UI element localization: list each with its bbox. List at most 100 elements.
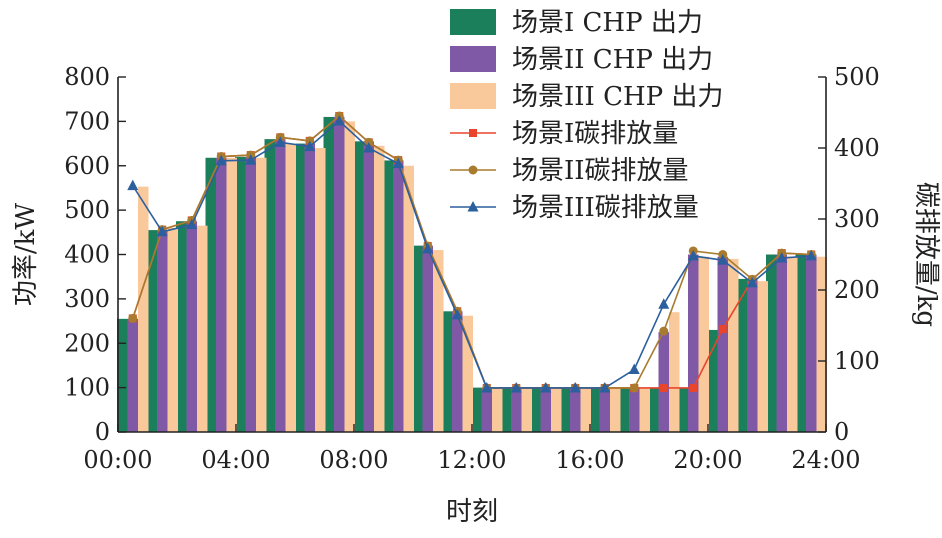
bar-s1-3 (176, 221, 187, 432)
y-axis-title: 功率/kW (11, 203, 41, 307)
bar-s2-6 (275, 139, 286, 432)
y-tick-label-400: 400 (64, 241, 110, 269)
bar-s3-1 (138, 186, 149, 432)
bar-s1-13 (471, 387, 482, 432)
x-tick-label-12: 12:00 (437, 446, 506, 474)
bar-s3-24 (816, 256, 827, 432)
legend-swatch-bar-3 (450, 83, 496, 109)
y2-tick-label-200: 200 (834, 276, 880, 304)
bar-s2-22 (747, 278, 758, 432)
point-s3-18 (628, 363, 640, 375)
bar-s3-3 (197, 225, 208, 432)
y2-tick-label-300: 300 (834, 205, 880, 233)
line-s3 (132, 119, 812, 389)
bar-s3-2 (167, 227, 178, 432)
bar-s1-1 (117, 318, 128, 432)
x-tick-label-0: 00:00 (83, 446, 152, 474)
bar-s1-7 (294, 143, 305, 432)
point-s3-14 (510, 381, 522, 393)
legend-swatch-bar-1 (450, 9, 496, 35)
bar-s1-21 (707, 329, 718, 432)
y-tick-label-200: 200 (64, 329, 110, 357)
y-tick-label-800: 800 (64, 63, 110, 91)
bar-s1-2 (146, 230, 157, 432)
x-tick-label-24: 24:00 (791, 446, 860, 474)
y-tick-label-300: 300 (64, 285, 110, 313)
bar-s2-24 (806, 254, 817, 432)
bar-s2-17 (599, 387, 610, 432)
bar-s1-11 (412, 245, 423, 432)
point-s3-16 (569, 381, 581, 393)
line-marks (127, 111, 817, 393)
bar-s3-21 (728, 258, 739, 432)
point-s1-21 (718, 325, 727, 334)
legend-marker-1 (469, 129, 477, 137)
bar-s3-12 (462, 315, 473, 432)
point-s3-13 (481, 381, 493, 393)
x-axis-title: 时刻 (446, 497, 498, 527)
bar-s3-19 (669, 312, 680, 432)
point-s3-22 (746, 276, 758, 288)
bar-s2-23 (776, 254, 787, 432)
bar-s2-7 (304, 143, 315, 432)
point-s2-1 (128, 313, 138, 323)
bar-s2-14 (511, 387, 522, 432)
y2-tick-label-100: 100 (834, 347, 880, 375)
point-s3-24 (805, 249, 817, 261)
bar-s1-18 (618, 387, 629, 432)
bar-s1-10 (382, 160, 393, 433)
point-s3-3 (186, 218, 198, 230)
bar-s2-8 (334, 116, 345, 432)
point-s3-10 (392, 157, 404, 169)
bar-s3-10 (403, 165, 414, 432)
bar-s1-22 (736, 278, 747, 432)
bar-s1-9 (353, 141, 364, 432)
bar-s3-6 (285, 143, 296, 432)
point-s1-19 (659, 383, 668, 392)
bar-s3-11 (433, 250, 444, 432)
point-s2-19 (659, 326, 669, 336)
bar-s2-4 (216, 157, 227, 432)
bar-s2-12 (452, 311, 463, 432)
bar-s3-13 (492, 387, 503, 432)
point-s3-4 (215, 154, 227, 166)
bar-s2-13 (481, 387, 492, 432)
bar-s1-14 (500, 387, 511, 432)
point-s3-19 (658, 298, 670, 309)
point-s1-20 (689, 383, 698, 392)
point-s3-9 (363, 142, 375, 153)
point-s3-11 (422, 242, 434, 254)
bar-s3-5 (256, 157, 267, 432)
y-tick-label-500: 500 (64, 196, 110, 224)
x-tick-label-4: 04:00 (201, 446, 270, 474)
bar-s3-8 (344, 121, 355, 432)
bar-s1-23 (766, 254, 777, 432)
bar-s1-16 (559, 387, 570, 432)
point-s3-2 (156, 225, 168, 237)
bar-s1-19 (648, 387, 659, 432)
y2-tick-label-0: 0 (834, 418, 849, 446)
point-s3-23 (776, 252, 788, 263)
legend-label-line-3: 场景III碳排放量 (512, 193, 699, 223)
legend-swatch-bar-2 (450, 46, 496, 72)
point-s3-17 (599, 381, 611, 393)
bar-s2-10 (393, 160, 404, 433)
x-tick-label-20: 20:00 (673, 446, 742, 474)
point-s3-5 (245, 154, 257, 165)
legend-label-bar-2: 场景II CHP 出力 (512, 45, 713, 75)
bar-marks (117, 116, 827, 433)
point-s3-20 (687, 249, 699, 261)
bar-s2-5 (245, 156, 256, 432)
point-s3-7 (304, 140, 316, 152)
legend-marker-3 (467, 201, 479, 212)
legend-label-line-1: 场景I碳排放量 (512, 119, 678, 149)
point-s3-1 (127, 179, 139, 191)
y2-tick-label-400: 400 (834, 134, 880, 162)
bar-s2-2 (157, 230, 168, 432)
bar-s3-18 (639, 387, 650, 432)
point-s3-21 (717, 254, 729, 265)
x-tick-label-8: 08:00 (319, 446, 388, 474)
y-tick-label-700: 700 (64, 107, 110, 135)
